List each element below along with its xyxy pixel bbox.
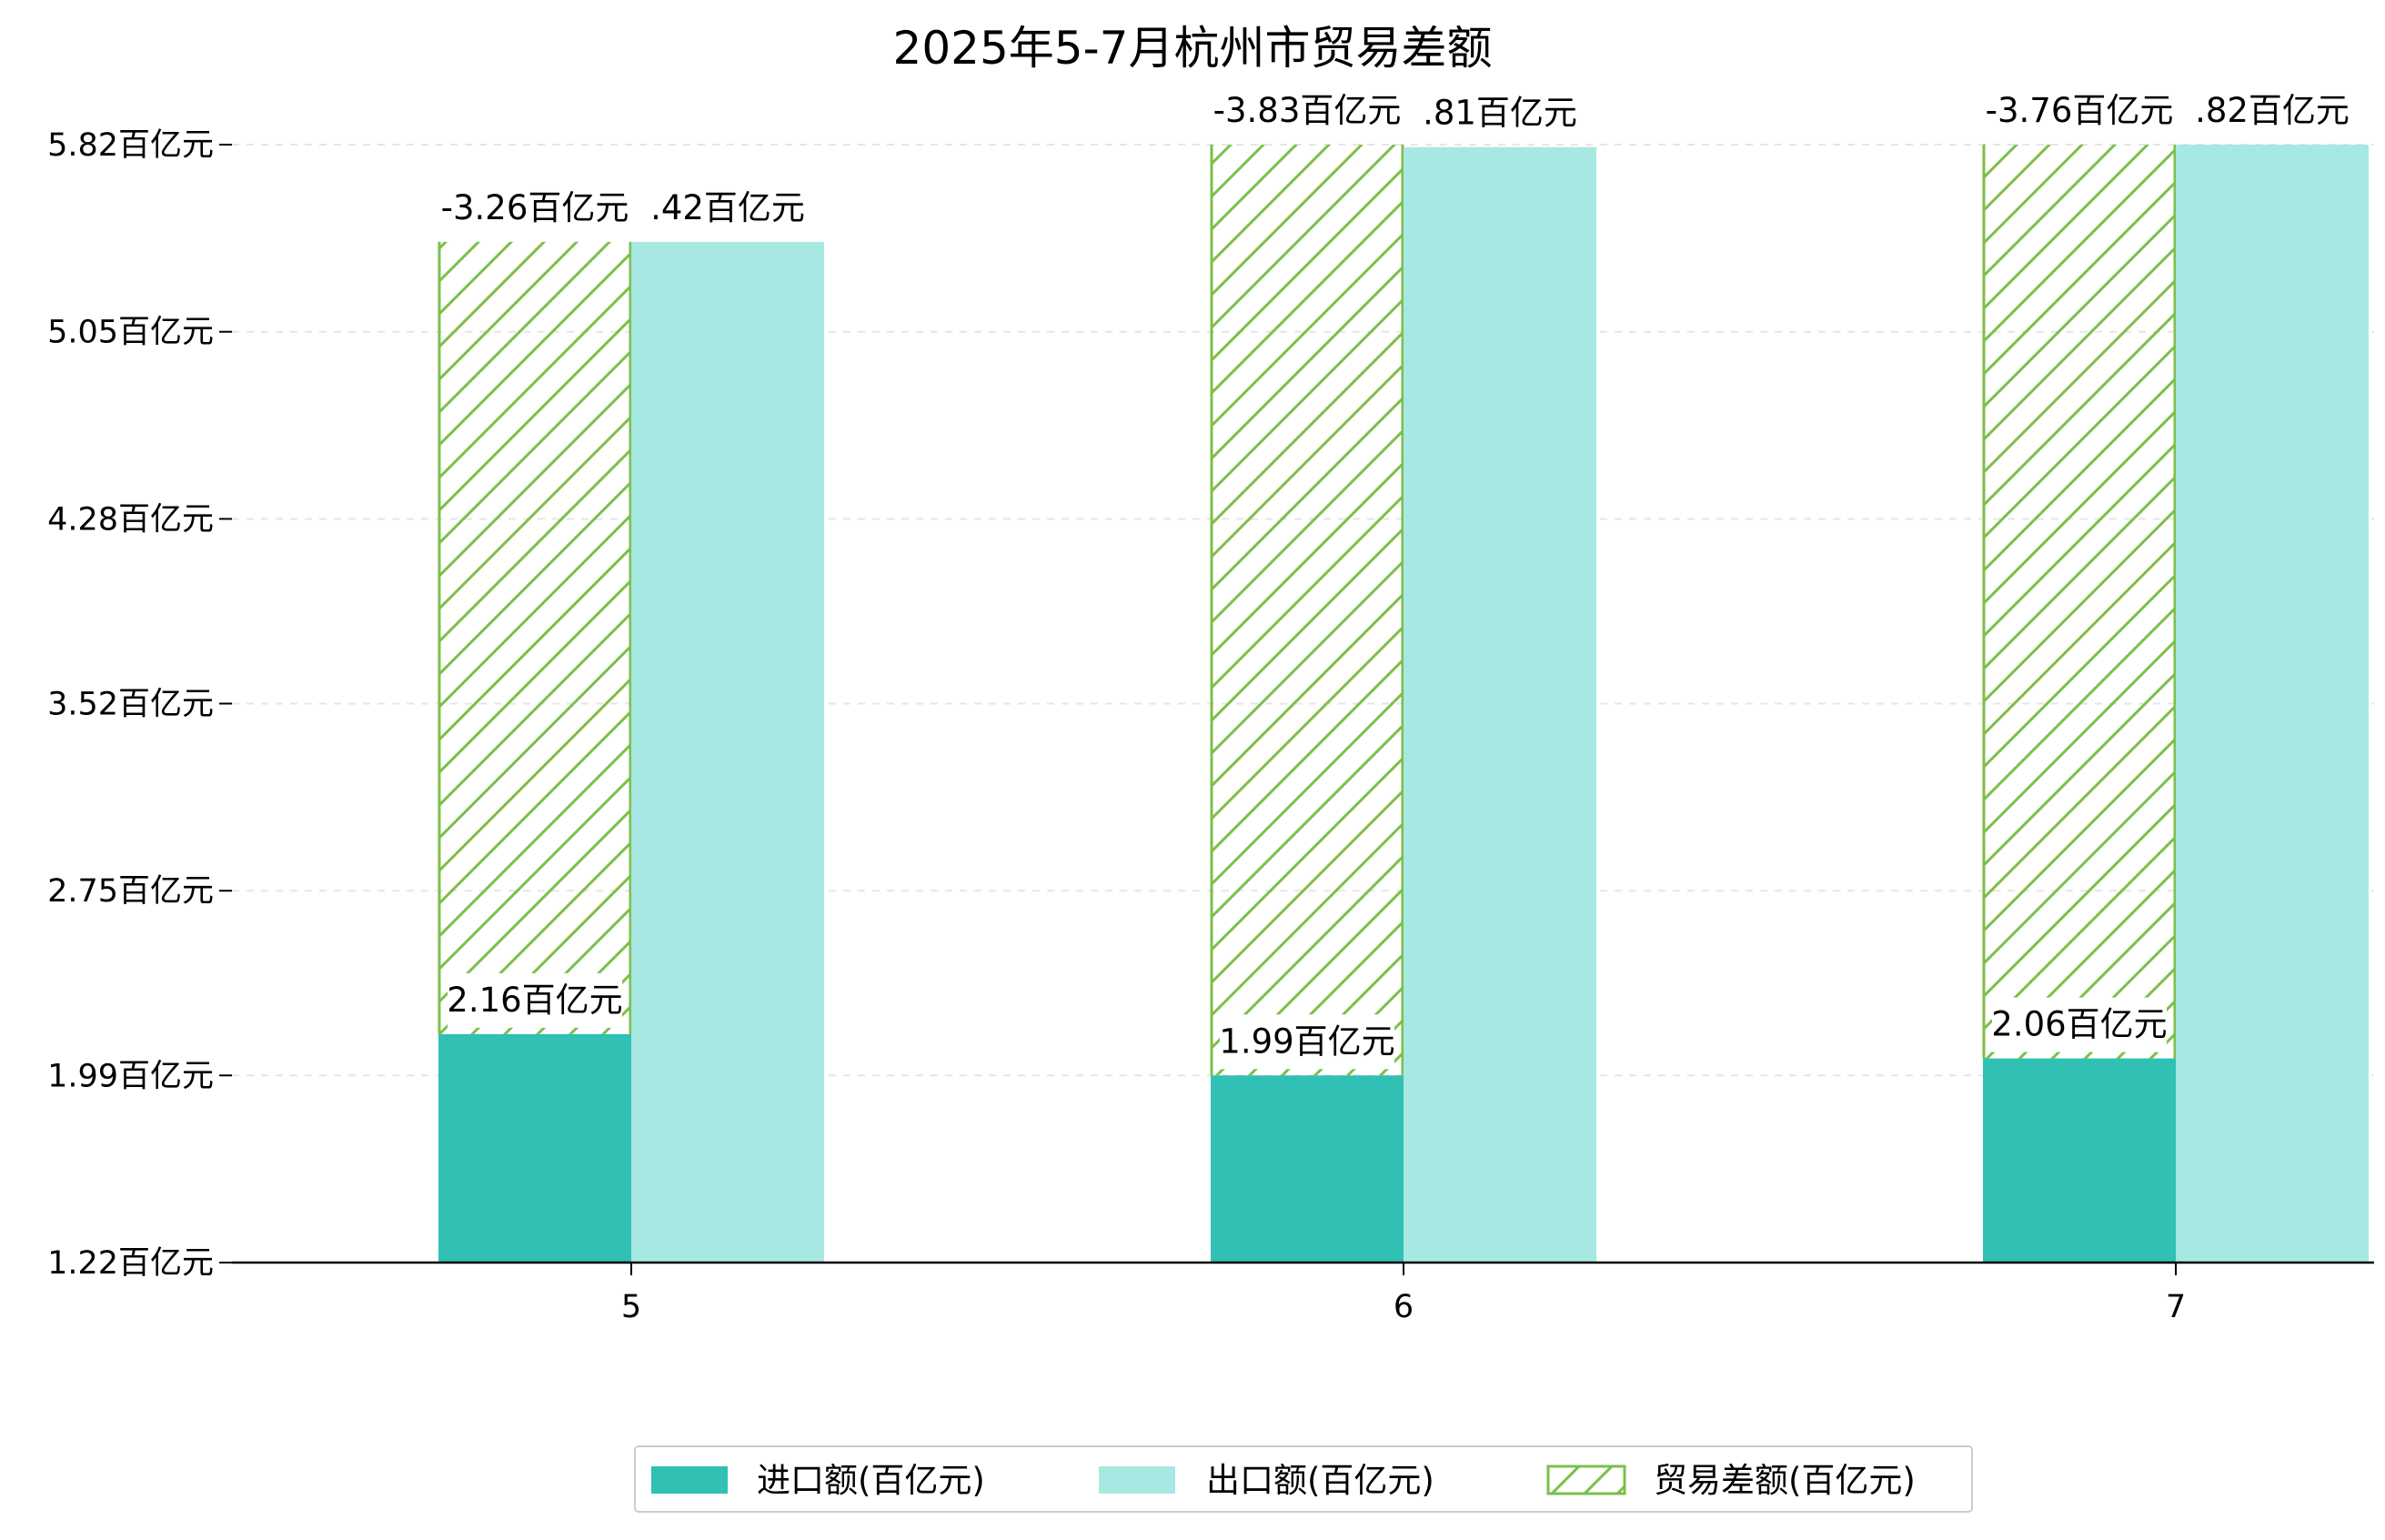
export-value-label-bg — [1424, 86, 1576, 141]
export-bar — [2176, 145, 2369, 1263]
export-bar — [631, 241, 824, 1263]
balance-value-label: -3.26百亿元 — [441, 188, 629, 227]
import-value-label: 2.06百亿元 — [1991, 1005, 2167, 1044]
data-labels: 2.16百亿元 -3.26百亿元 .42百亿元 1.99百亿元 -3.83百亿元 .81百… — [437, 84, 2350, 1070]
balance-value-label-bg — [1209, 84, 1405, 138]
export-value-label-bg — [651, 180, 804, 236]
xtick-label: 5 — [621, 1289, 641, 1325]
balance-value-label-bg — [437, 180, 633, 236]
bars — [438, 145, 2369, 1263]
import-value-label-bg — [1220, 1014, 1394, 1070]
balance-bar — [438, 241, 631, 1034]
legend-swatch-balance — [1546, 1465, 1626, 1495]
legend-box — [634, 1445, 1973, 1513]
import-value-label: 2.16百亿元 — [447, 981, 622, 1020]
ytick-label: 1.22百亿元 — [47, 1245, 214, 1282]
export-value-label: .82百亿元 — [2195, 91, 2350, 130]
legend-swatch — [1099, 1466, 1175, 1494]
legend-label: 贸易差额(百亿元) — [1654, 1461, 1916, 1500]
balance-value-label-bg — [1981, 84, 2178, 138]
legend-label: 出口额(百亿元) — [1206, 1461, 1434, 1500]
import-value-label-bg — [1992, 997, 2167, 1052]
balance-bar — [1983, 145, 2176, 1059]
import-bar — [1211, 1075, 1404, 1263]
export-value-label: .42百亿元 — [650, 188, 805, 227]
ytick-label: 2.75百亿元 — [47, 873, 214, 910]
balance-value-label: -3.83百亿元 — [1213, 91, 1402, 130]
import-bar — [1983, 1058, 2176, 1263]
balance-bar — [1211, 145, 1404, 1076]
legend: 进口额(百亿元) 出口额(百亿元) 贸易差额(百亿元) — [634, 1445, 1973, 1513]
legend-label: 进口额(百亿元) — [757, 1461, 985, 1500]
ytick-label: 5.05百亿元 — [47, 315, 214, 351]
legend-swatch — [651, 1466, 728, 1494]
chart-title: 2025年5-7月杭州市贸易差额 — [893, 22, 1493, 75]
export-value-label: .81百亿元 — [1423, 94, 1577, 133]
ytick-label: 1.99百亿元 — [47, 1058, 214, 1094]
import-value-label-bg — [448, 972, 622, 1028]
ytick-label: 5.82百亿元 — [47, 127, 214, 164]
axes: 1.22百亿元 1.99百亿元 2.75百亿元 3.52百亿元 4.28百亿元 5.05百… — [47, 127, 2374, 1325]
export-bar — [1404, 146, 1596, 1263]
ytick-label: 4.28百亿元 — [47, 501, 214, 538]
import-bar — [438, 1033, 631, 1263]
export-value-label-bg — [2196, 84, 2349, 138]
balance-value-label: -3.76百亿元 — [1986, 91, 2174, 130]
xtick-label: 6 — [1394, 1289, 1414, 1325]
xtick-label: 7 — [2166, 1289, 2186, 1325]
import-value-label: 1.99百亿元 — [1219, 1022, 1394, 1061]
ytick-label: 3.52百亿元 — [47, 687, 214, 723]
